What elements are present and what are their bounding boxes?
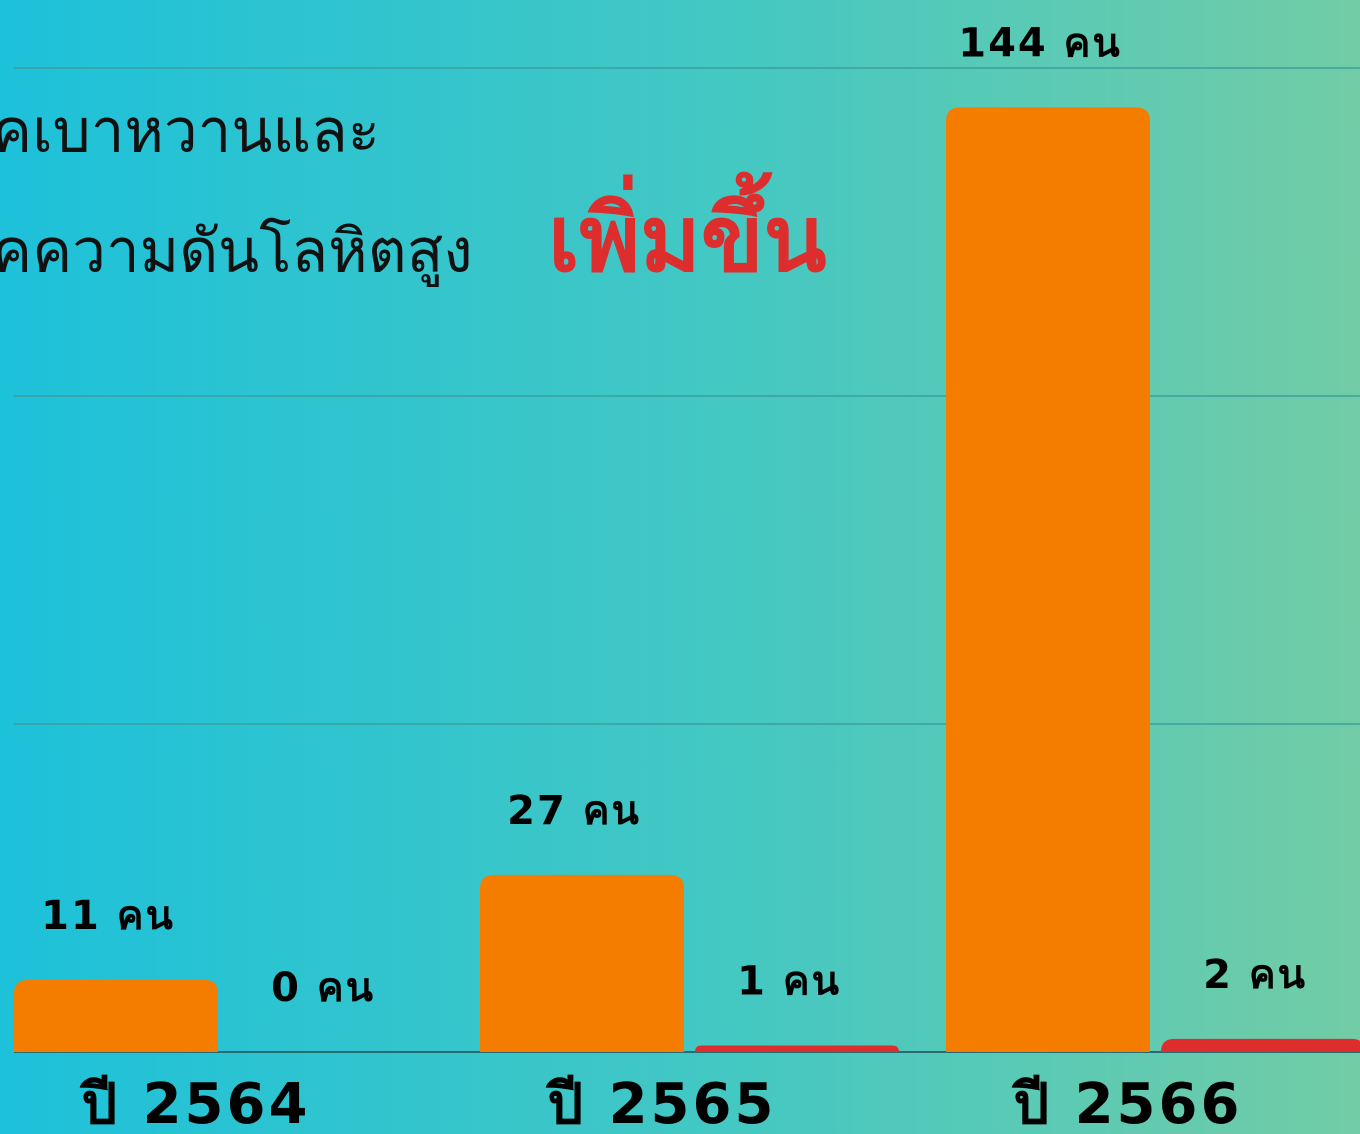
bar (480, 874, 684, 1052)
value-label: 11 คน (41, 893, 175, 939)
value-label: 1 คน (737, 958, 841, 1004)
bar (14, 979, 218, 1052)
bar (695, 1045, 899, 1052)
title-highlight: เพิ่มขึ้น (548, 171, 827, 292)
value-label: 144 คน (958, 20, 1122, 66)
x-tick-label: ปี 2566 (1012, 1072, 1243, 1134)
x-tick-label: ปี 2565 (546, 1072, 777, 1134)
x-tick-label: ปี 2564 (80, 1072, 311, 1134)
value-label: 0 คน (271, 965, 375, 1011)
chart-title-line: คเบาหวานและ (0, 97, 380, 167)
chart-title-line: คความดันโลหิตสูง (0, 217, 473, 288)
bar (1161, 1038, 1360, 1052)
value-label: 2 คน (1203, 952, 1307, 998)
bar (946, 107, 1150, 1053)
value-label: 27 คน (507, 788, 641, 834)
bars (14, 107, 1360, 1053)
